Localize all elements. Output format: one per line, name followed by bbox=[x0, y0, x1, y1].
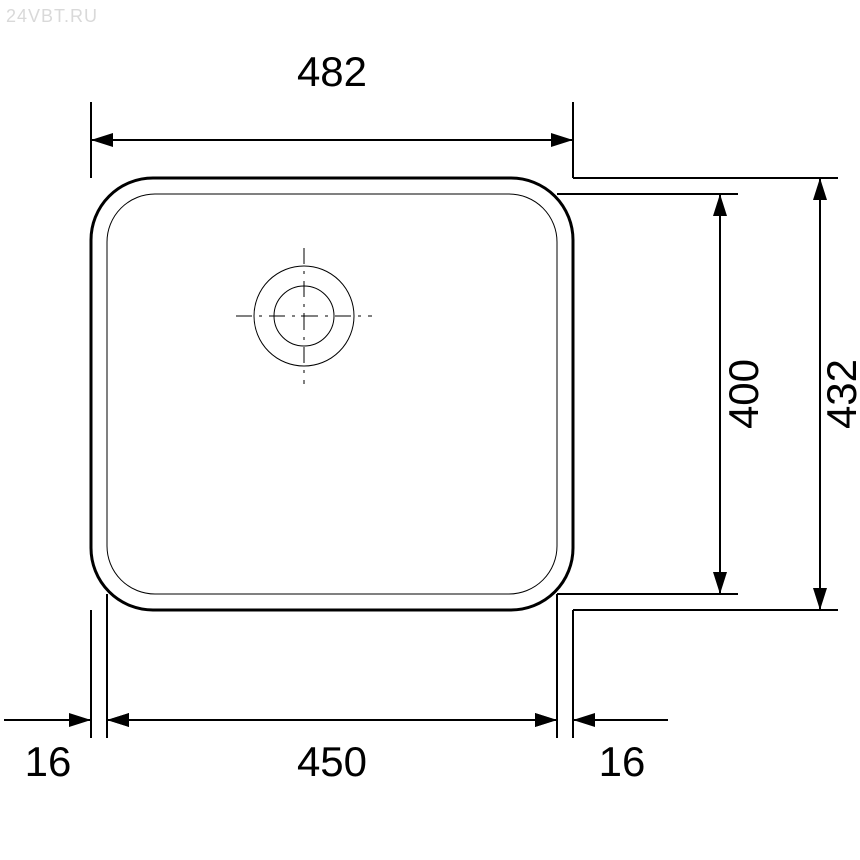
technical-drawing: 482 400 432 450 16 16 bbox=[0, 0, 860, 860]
arrowhead-icon bbox=[551, 133, 573, 147]
sink-inner-outline bbox=[107, 194, 557, 594]
dimension-label: 432 bbox=[818, 359, 860, 429]
arrowhead-icon bbox=[713, 572, 727, 594]
arrowhead-icon bbox=[573, 713, 595, 727]
dimension-label: 482 bbox=[297, 48, 367, 95]
arrowhead-icon bbox=[69, 713, 91, 727]
dimension-label: 400 bbox=[720, 359, 767, 429]
arrowhead-icon bbox=[813, 588, 827, 610]
sink-outer-outline bbox=[91, 178, 573, 610]
arrowhead-icon bbox=[713, 194, 727, 216]
arrowhead-icon bbox=[813, 178, 827, 200]
arrowhead-icon bbox=[535, 713, 557, 727]
dimension-label: 450 bbox=[297, 738, 367, 785]
arrowhead-icon bbox=[107, 713, 129, 727]
dimension-label: 16 bbox=[599, 738, 646, 785]
dimension-label: 16 bbox=[25, 738, 72, 785]
watermark-text: 24VBT.RU bbox=[6, 6, 98, 27]
arrowhead-icon bbox=[91, 133, 113, 147]
